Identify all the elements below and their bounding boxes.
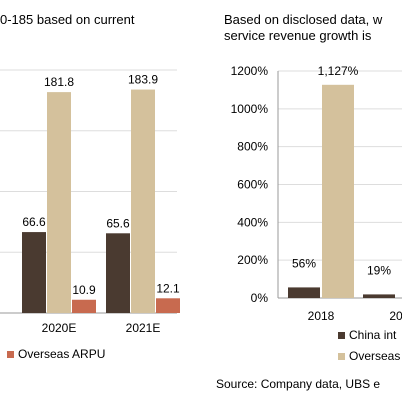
left-bar-s2-c2 — [156, 298, 180, 313]
right-y-tick-0: 0% — [251, 291, 269, 305]
left-chart-bars — [22, 89, 180, 314]
right-chart-title-line1: Based on disclosed data, w — [224, 12, 383, 27]
left-bar-s1-c1 — [47, 92, 71, 313]
right-x-tick-1: 20 — [389, 309, 402, 323]
right-data-label-s1-c0: 1,127% — [318, 64, 359, 78]
right-data-label-s0-c0: 56% — [292, 256, 316, 270]
right-y-tick-2: 400% — [237, 215, 268, 229]
left-data-label-s0-c2: 65.6 — [106, 216, 130, 230]
right-bar-s0-c0 — [288, 287, 320, 298]
legend-swatch-overseas — [338, 353, 345, 360]
left-x-tick-1: 2020E — [42, 321, 77, 335]
right-bar-s1-c0 — [322, 84, 354, 298]
left-data-label-s1-c1: 181.8 — [44, 75, 74, 89]
right-chart-title-line2: service revenue growth is — [224, 28, 372, 43]
left-bar-s1-c2 — [131, 89, 155, 314]
right-data-label-s0-c1: 19% — [367, 263, 391, 277]
left-data-label-s0-c1: 66.6 — [22, 215, 46, 229]
left-bar-s2-c1 — [72, 299, 96, 313]
left-bar-s0-c1 — [22, 232, 46, 313]
left-x-tick-2: 2021E — [126, 321, 161, 335]
legend-label-china-int: China int — [349, 328, 397, 342]
legend-swatch-overseas-arpu — [7, 351, 14, 358]
left-chart-title: 0-185 based on current — [0, 12, 135, 27]
right-x-tick-0: 2018 — [308, 309, 335, 323]
legend-marks — [7, 332, 345, 360]
right-y-tick-1: 200% — [237, 253, 268, 267]
left-data-label-s2-c1: 10.9 — [72, 283, 96, 297]
right-bar-s0-c1 — [363, 294, 395, 298]
right-y-tick-3: 600% — [237, 178, 268, 192]
right-chart-bars — [288, 84, 395, 298]
source-note: Source: Company data, UBS e — [216, 377, 381, 391]
right-y-tick-6: 1200% — [231, 64, 269, 78]
right-chart-labels: 0% 200% 400% 600% 800% 1000% 1200% 56% 19% 1,127%… — [231, 64, 402, 323]
right-y-tick-5: 1000% — [231, 102, 269, 116]
right-y-tick-4: 800% — [237, 140, 268, 154]
left-bar-s0-c2 — [106, 233, 130, 313]
left-data-label-s1-c2: 183.9 — [128, 73, 158, 87]
left-chart-labels: 66.6 65.6 181.8 183.9 10.9 12.1 2020E 2021E — [22, 73, 180, 335]
legend-label-overseas-arpu: Overseas ARPU — [18, 347, 106, 361]
legend-label-overseas: Overseas — [349, 349, 401, 363]
legend-swatch-china-int — [338, 332, 345, 339]
left-data-label-s2-c2: 12.1 — [156, 281, 180, 295]
